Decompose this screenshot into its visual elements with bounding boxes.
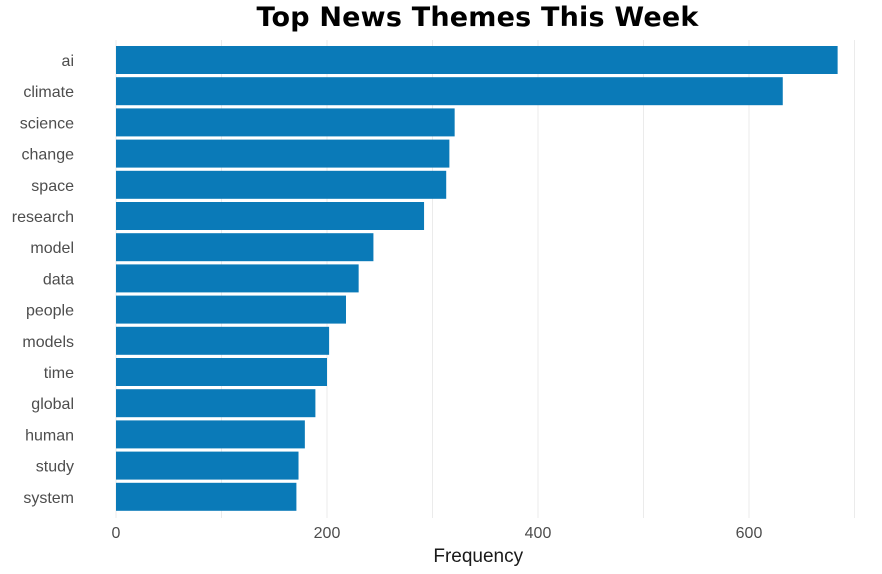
bar-space bbox=[116, 170, 447, 199]
category-label-model: model bbox=[30, 240, 74, 257]
x-tick-labels: 0 200 400 600 bbox=[112, 525, 763, 542]
category-label-ai: ai bbox=[62, 53, 74, 70]
category-label-global: global bbox=[31, 396, 74, 413]
category-label-space: space bbox=[31, 178, 74, 195]
bar-global bbox=[116, 389, 316, 418]
x-tick-label: 400 bbox=[525, 525, 552, 542]
bar-data bbox=[116, 264, 359, 293]
category-label-study: study bbox=[36, 459, 74, 476]
category-label-change: change bbox=[22, 147, 75, 164]
category-label-data: data bbox=[43, 271, 74, 288]
category-label-people: people bbox=[26, 303, 74, 320]
x-axis-title: Frequency bbox=[433, 546, 523, 567]
chart-title: Top News Themes This Week bbox=[256, 2, 699, 33]
x-tick-label: 0 bbox=[112, 525, 121, 542]
category-label-science: science bbox=[20, 115, 74, 132]
category-labels: ai climate science change space research model… bbox=[12, 53, 74, 507]
bar-science bbox=[116, 108, 455, 137]
bar-climate bbox=[116, 77, 783, 106]
bar-time bbox=[116, 358, 327, 386]
bar-research bbox=[116, 202, 425, 230]
bar-ai bbox=[116, 46, 838, 74]
category-label-system: system bbox=[23, 490, 74, 507]
category-label-human: human bbox=[25, 427, 74, 444]
bar-system bbox=[116, 482, 297, 511]
category-label-models: models bbox=[22, 334, 74, 351]
x-tick-label: 600 bbox=[736, 525, 763, 542]
bars bbox=[116, 46, 838, 511]
category-label-research: research bbox=[12, 209, 74, 226]
bar-change bbox=[116, 139, 450, 168]
bar-models bbox=[116, 326, 330, 355]
x-tick-label: 200 bbox=[314, 525, 341, 542]
bar-study bbox=[116, 451, 299, 480]
category-label-time: time bbox=[44, 365, 74, 382]
bar-people bbox=[116, 295, 346, 324]
bar-human bbox=[116, 420, 305, 449]
bar-model bbox=[116, 233, 374, 262]
category-label-climate: climate bbox=[23, 84, 74, 101]
